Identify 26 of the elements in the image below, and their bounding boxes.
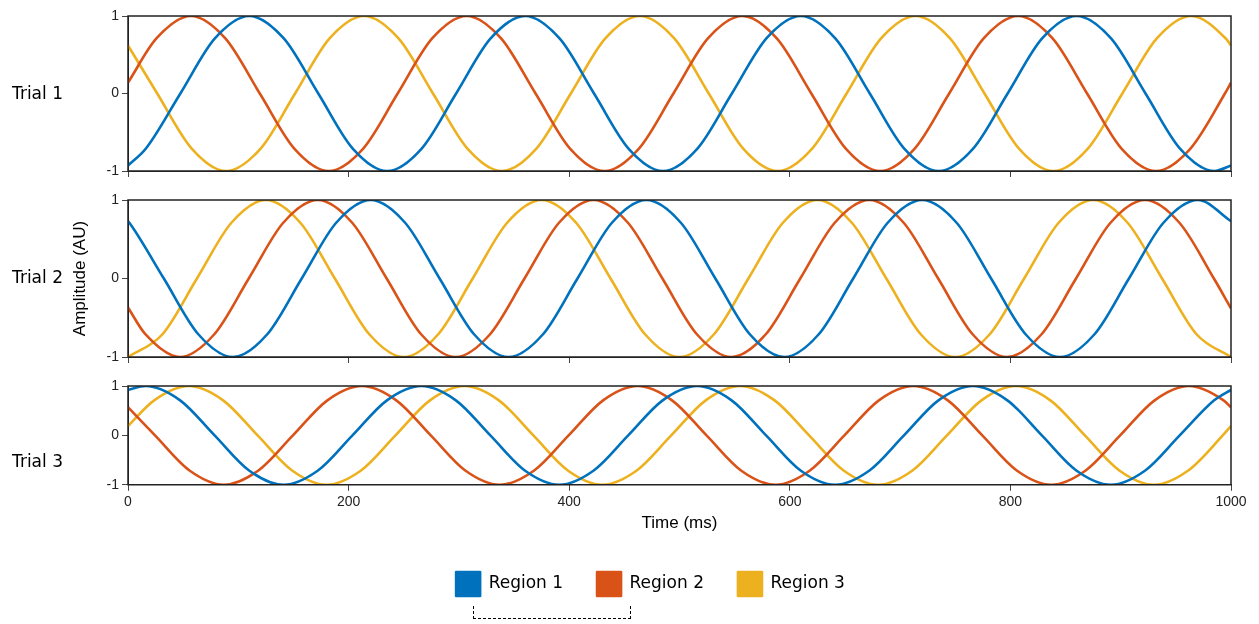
x-tick-label: 1000 [1215, 493, 1247, 510]
x-tick-label: 200 [336, 493, 361, 510]
x-tick-label: 800 [998, 493, 1023, 510]
line-series [128, 200, 1231, 357]
x-axis-title: Time (ms) [641, 513, 718, 533]
y-tick-label: 0 [111, 269, 120, 286]
y-tick-label: 1 [111, 6, 120, 23]
y-tick-label: -1 [106, 347, 120, 364]
line-series [128, 16, 1231, 171]
x-tick-label: 0 [124, 493, 133, 510]
y-tick-label: 1 [111, 376, 120, 393]
text: Trial 2 [12, 267, 63, 287]
legend-label: Region 1 [488, 572, 564, 593]
y-tick-label: 1 [111, 190, 120, 207]
y-tick-label: 0 [111, 84, 120, 101]
y-tick-label: -1 [106, 161, 120, 178]
text: Trial 1 [12, 83, 63, 103]
text: Trial 3 [12, 451, 63, 471]
y-tick-label: -1 [106, 475, 120, 492]
x-tick-label: 600 [778, 493, 802, 510]
line-series [128, 386, 1231, 485]
y-axis-title: Amplitude (AU) [69, 220, 89, 337]
legend-label: Region 3 [770, 572, 845, 593]
y-tick-label: 0 [111, 426, 120, 443]
legend-label: Region 2 [629, 572, 704, 593]
x-tick-label: 400 [557, 493, 582, 510]
